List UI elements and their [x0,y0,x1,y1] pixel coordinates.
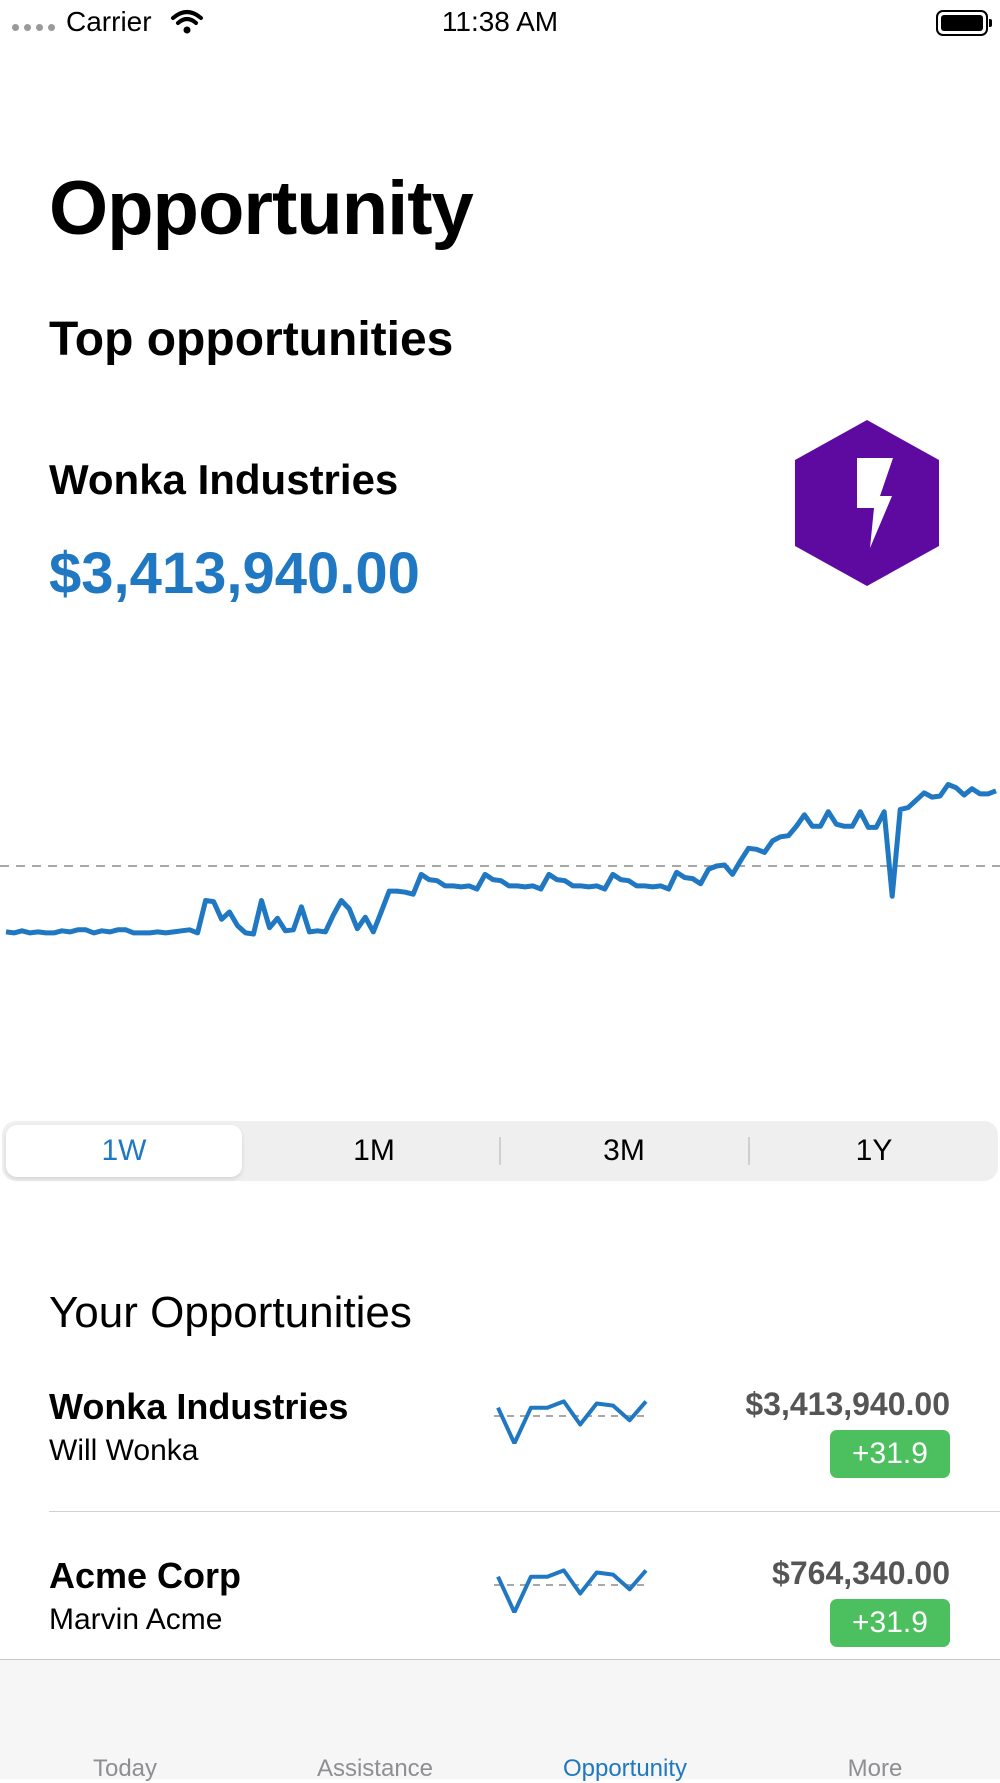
segment-divider [499,1137,501,1165]
range-option-1w[interactable]: 1W [6,1125,242,1177]
range-option-3m[interactable]: 3M [603,1134,645,1167]
battery-icon [936,10,992,36]
range-option-1m[interactable]: 1M [353,1134,395,1167]
opportunity-line-chart [0,782,1000,937]
opportunity-name: Wonka Industries [49,1386,349,1427]
wifi-icon [171,10,203,34]
section-title-top-opportunities: Top opportunities [49,313,454,366]
section-title-your-opportunities: Your Opportunities [49,1288,412,1337]
tab-today[interactable]: Today [92,1755,158,1782]
tab-more[interactable]: More [847,1755,903,1782]
lightning-hexagon-icon [795,420,939,586]
change-badge: +31.9 [830,1430,950,1478]
clock: 11:38 AM [441,6,559,37]
opportunity-owner: Will Wonka [49,1434,199,1467]
chart-series-line [5,782,997,937]
featured-opportunity-name[interactable]: Wonka Industries [49,456,399,503]
opportunity-name: Acme Corp [49,1555,242,1596]
sparkline [494,1568,650,1613]
opportunity-row[interactable]: Acme Corp Marvin Acme $764,340.00 +31.9 [0,1555,1000,1723]
page-title: Opportunity [49,166,474,251]
row-divider [49,1511,1000,1512]
tab-bar: Today Assistance Opportunity More [0,1659,1000,1782]
carrier-label: Carrier [66,6,152,37]
tab-opportunity[interactable]: Opportunity [562,1755,688,1782]
opportunity-row[interactable]: Wonka Industries Will Wonka $3,413,940.0… [0,1386,1000,1554]
change-badge: +31.9 [830,1599,950,1647]
status-bar: Carrier 11:38 AM [0,0,1000,48]
segment-divider [748,1137,750,1165]
signal-strength-icon [12,24,55,31]
opportunity-amount: $3,413,940.00 [745,1386,950,1422]
featured-opportunity-value: $3,413,940.00 [49,541,420,606]
sparkline [494,1399,650,1444]
opportunity-owner: Marvin Acme [49,1603,223,1636]
sparkline-series [496,1399,648,1444]
range-selector: 1W 1M 3M 1Y [2,1121,998,1181]
tab-assistance[interactable]: Assistance [316,1755,434,1782]
sparkline-series [496,1568,648,1613]
opportunity-amount: $764,340.00 [772,1555,950,1591]
range-option-1y[interactable]: 1Y [855,1134,893,1167]
